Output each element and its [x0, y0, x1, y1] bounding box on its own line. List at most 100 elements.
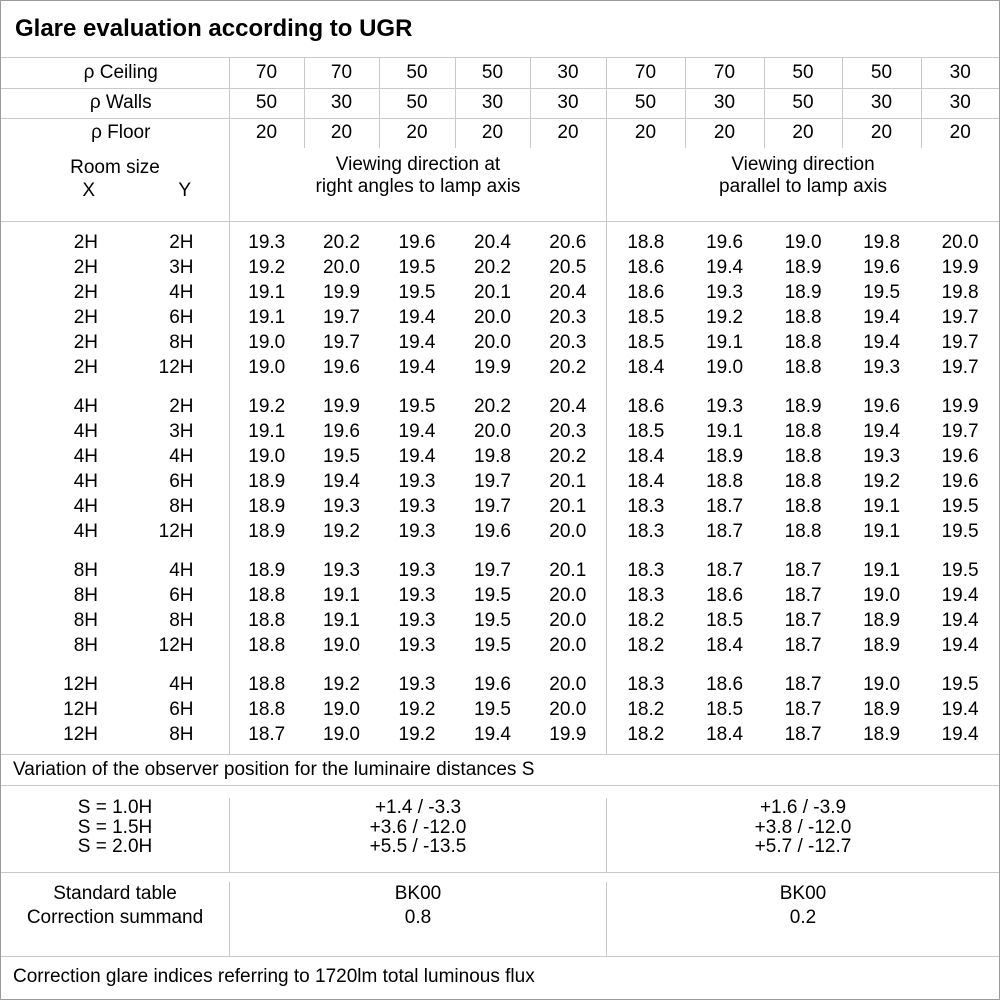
ugr-value: 20.2: [474, 395, 511, 417]
ugr-value: 19.6: [863, 395, 901, 417]
ugr-value: 18.8: [784, 495, 822, 517]
ugr-value: 19.4: [474, 723, 511, 745]
ugr-value: 19.9: [941, 395, 979, 417]
ugr-row: 2H 12H 19.0 19.6 19.4 19.9 20.2 18.4 19.0 18.8 19.…: [1, 355, 999, 380]
ugr-value: 19.3: [323, 559, 360, 581]
ugr-values-section: 2H 2H 19.3 20.2 19.6 20.4 20.6 18.8 19.6 19.0 19.8…: [1, 222, 999, 755]
reflectance-row-label: ρ Floor: [1, 117, 230, 149]
ugr-value: 19.1: [248, 306, 286, 328]
ugr-row: 2H 4H 19.1 19.9 19.5 20.1 20.4 18.6 19.3 18.9 19.5…: [1, 280, 999, 305]
ugr-value: 19.4: [863, 420, 901, 442]
ugr-value: 19.0: [323, 723, 360, 745]
ugr-value: 19.7: [323, 331, 360, 353]
ugr-value: 18.8: [784, 356, 822, 378]
reflectance-row: ρ Floor 20 20 20 20 20 20 20 20 20 20: [1, 117, 999, 149]
ugr-value: 18.2: [627, 723, 665, 745]
ugr-value: 19.4: [398, 445, 436, 467]
ugr-value: 19.6: [323, 420, 360, 442]
ugr-value: 19.3: [398, 609, 436, 631]
ugr-value: 18.3: [627, 584, 665, 606]
ugr-value: 19.5: [863, 281, 901, 303]
reflectance-value: 30: [529, 87, 607, 119]
header-line: parallel to lamp axis: [719, 176, 887, 197]
xy-labels: X Y: [1, 179, 229, 203]
variation-value: +1.4 / -3.3: [374, 797, 462, 818]
row-gap: [1, 658, 999, 672]
reflectance-value: 30: [920, 87, 999, 119]
ugr-row: 8H 8H 18.8 19.1 19.3 19.5 20.0 18.2 18.5 18.7 18.9…: [1, 608, 999, 633]
ugr-value: 20.3: [530, 330, 607, 355]
ugr-value: 20.3: [530, 305, 607, 330]
room-size-x: 2H: [73, 256, 98, 278]
reflectance-value: 20: [228, 117, 305, 149]
ugr-value: 18.5: [627, 306, 665, 328]
ugr-value: 20.4: [530, 280, 607, 305]
reflectance-value: 20: [605, 117, 686, 149]
ugr-row: 2H 2H 19.3 20.2 19.6 20.4 20.6 18.8 19.6 19.0 19.8…: [1, 230, 999, 255]
ugr-value: 19.4: [398, 331, 436, 353]
ugr-value: 20.1: [530, 494, 607, 519]
ugr-value: 19.5: [941, 673, 979, 695]
ugr-value: 19.2: [398, 698, 436, 720]
ugr-value: 18.9: [248, 559, 286, 581]
ugr-value: 19.5: [941, 495, 979, 517]
ugr-value: 20.0: [474, 306, 511, 328]
standard-table-value: BK00: [394, 883, 442, 904]
room-size-x: 4H: [73, 445, 98, 467]
ugr-value: 19.7: [941, 331, 979, 353]
ugr-row: 12H 4H 18.8 19.2 19.3 19.6 20.0 18.3 18.6 18.7 19.…: [1, 672, 999, 697]
ugr-value: 18.9: [863, 634, 901, 656]
ugr-value: 18.9: [863, 609, 901, 631]
room-size-x: 8H: [73, 559, 98, 581]
ugr-value: 19.6: [323, 356, 360, 378]
ugr-value: 18.6: [706, 673, 744, 695]
y-column-label: Y: [178, 180, 191, 201]
summary-labels: Standard table Correction summand: [1, 882, 229, 956]
reflectance-row-label: ρ Ceiling: [1, 57, 230, 89]
room-size-label: Room size: [70, 157, 160, 178]
ugr-value: 19.2: [323, 673, 360, 695]
ugr-value: 18.3: [627, 520, 665, 542]
variation-value: +3.8 / -12.0: [754, 816, 852, 838]
ugr-value: 19.3: [398, 495, 436, 517]
ugr-value: 18.6: [706, 584, 744, 606]
summary-parallel: BK00 0.2: [606, 882, 999, 956]
reflectance-row: ρ Ceiling 70 70 50 50 30 70 70 50 50 30: [1, 57, 999, 89]
ugr-table: 2H 2H 19.3 20.2 19.6 20.4 20.6 18.8 19.6 19.0 19.8…: [1, 222, 999, 754]
ugr-value: 18.4: [627, 356, 665, 378]
ugr-value: 18.4: [706, 634, 744, 656]
header-line: Viewing direction: [731, 154, 875, 175]
ugr-value: 19.0: [248, 331, 286, 353]
ugr-value: 19.3: [248, 231, 286, 253]
ugr-value: 18.9: [248, 520, 286, 542]
ugr-value: 20.0: [530, 519, 607, 544]
reflectance-table: ρ Ceiling 70 70 50 50 30 70 70 50 50 30 ρ Walls 50 30…: [1, 57, 999, 149]
ugr-value: 19.4: [398, 306, 436, 328]
ugr-row: 2H 6H 19.1 19.7 19.4 20.0 20.3 18.5 19.2 18.8 19.4…: [1, 305, 999, 330]
ugr-value: 18.4: [627, 470, 665, 492]
ugr-value: 19.0: [706, 356, 744, 378]
ugr-value: 19.0: [248, 445, 286, 467]
ugr-row: 4H 6H 18.9 19.4 19.3 19.7 20.1 18.4 18.8 18.8 19.2…: [1, 469, 999, 494]
ugr-value: 18.4: [627, 445, 665, 467]
ugr-value: 19.7: [474, 470, 511, 492]
ugr-value: 18.2: [627, 634, 665, 656]
ugr-value: 19.1: [863, 559, 901, 581]
room-size-y: 6H: [101, 469, 230, 494]
ugr-value: 19.0: [863, 584, 901, 606]
ugr-row: 8H 6H 18.8 19.1 19.3 19.5 20.0 18.3 18.6 18.7 19.0…: [1, 583, 999, 608]
ugr-value: 19.1: [706, 331, 744, 353]
ugr-value: 19.3: [706, 395, 744, 417]
room-size-y: 8H: [101, 722, 230, 747]
variation-value: +5.5 / -13.5: [369, 836, 467, 857]
ugr-value: 19.3: [398, 470, 436, 492]
ugr-value: 19.3: [863, 356, 901, 378]
reflectance-value: 70: [684, 57, 765, 89]
ugr-row: 12H 6H 18.8 19.0 19.2 19.5 20.0 18.2 18.5 18.7 18.…: [1, 697, 999, 722]
ugr-value: 18.7: [706, 559, 744, 581]
ugr-value: 19.3: [323, 495, 360, 517]
ugr-value: 20.0: [530, 672, 607, 697]
ugr-value: 18.8: [784, 420, 822, 442]
ugr-value: 18.8: [784, 306, 822, 328]
ugr-value: 18.7: [784, 723, 822, 745]
